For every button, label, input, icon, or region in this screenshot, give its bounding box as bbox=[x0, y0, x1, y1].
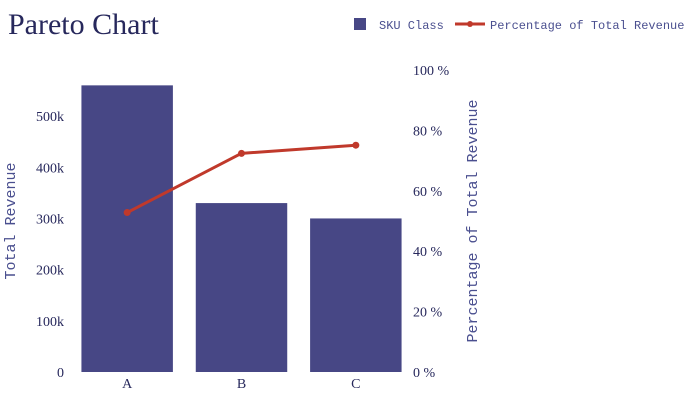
y2-tick-label: 20 % bbox=[413, 306, 443, 321]
x-tick-label: B bbox=[237, 377, 246, 392]
y-tick-label: 100k bbox=[36, 315, 64, 330]
line-point-c bbox=[352, 141, 360, 149]
y-axis-title: Total Revenue bbox=[3, 162, 20, 279]
x-axis-ticks: A B C bbox=[122, 377, 360, 392]
y2-tick-label: 100 % bbox=[413, 64, 450, 79]
line-series bbox=[123, 141, 360, 217]
chart-title: Pareto Chart bbox=[8, 8, 159, 41]
x-tick-label: A bbox=[122, 377, 133, 392]
y-axis-ticks: 0 100k 200k 300k 400k 500k bbox=[36, 110, 64, 381]
legend-label-sku-class: SKU Class bbox=[379, 19, 444, 33]
legend: SKU Class Percentage of Total Revenue bbox=[354, 18, 684, 33]
x-tick-label: C bbox=[351, 377, 360, 392]
bar-c bbox=[310, 218, 402, 372]
y-tick-label: 500k bbox=[36, 110, 64, 125]
y2-tick-label: 80 % bbox=[413, 124, 443, 139]
y-tick-label: 300k bbox=[36, 212, 64, 227]
y2-tick-label: 0 % bbox=[413, 366, 436, 381]
legend-swatch-sku-class bbox=[354, 18, 366, 30]
y2-tick-label: 60 % bbox=[413, 185, 443, 200]
y2-axis-title: Percentage of Total Revenue bbox=[465, 99, 482, 342]
y-tick-label: 200k bbox=[36, 264, 64, 279]
y-tick-label: 400k bbox=[36, 161, 64, 176]
bar-a bbox=[81, 85, 173, 373]
line-point-b bbox=[238, 149, 245, 157]
legend-marker-line bbox=[467, 21, 473, 27]
y-tick-label: 0 bbox=[57, 366, 64, 381]
line-point-a bbox=[123, 209, 131, 217]
legend-label-percentage: Percentage of Total Revenue bbox=[490, 19, 684, 33]
y2-tick-label: 40 % bbox=[413, 245, 443, 260]
bar-series bbox=[81, 85, 402, 373]
y2-axis-ticks: 0 % 20 % 40 % 60 % 80 % 100 % bbox=[413, 64, 450, 381]
bar-b bbox=[195, 203, 288, 372]
